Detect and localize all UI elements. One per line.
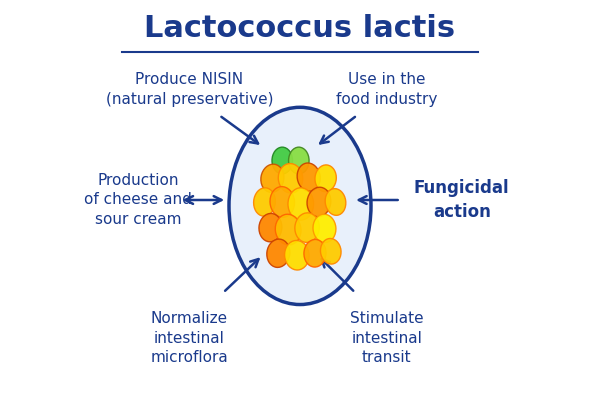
Text: Normalize
intestinal
microflora: Normalize intestinal microflora xyxy=(151,311,229,365)
Ellipse shape xyxy=(259,214,282,242)
Text: Production
of cheese and
sour cream: Production of cheese and sour cream xyxy=(85,173,192,227)
Text: Lactococcus lactis: Lactococcus lactis xyxy=(145,14,455,43)
Ellipse shape xyxy=(313,214,336,242)
Ellipse shape xyxy=(320,238,341,264)
Ellipse shape xyxy=(270,187,295,217)
Ellipse shape xyxy=(278,164,303,193)
Text: Stimulate
intestinal
transit: Stimulate intestinal transit xyxy=(350,311,424,365)
Ellipse shape xyxy=(325,189,346,215)
Ellipse shape xyxy=(307,187,331,217)
Text: Use in the
food industry: Use in the food industry xyxy=(336,72,437,107)
Ellipse shape xyxy=(289,147,309,174)
Text: Produce NISIN
(natural preservative): Produce NISIN (natural preservative) xyxy=(106,72,274,107)
Ellipse shape xyxy=(288,188,314,220)
Ellipse shape xyxy=(304,240,326,267)
Ellipse shape xyxy=(254,188,275,216)
Ellipse shape xyxy=(229,107,371,304)
Ellipse shape xyxy=(275,214,301,245)
Ellipse shape xyxy=(297,163,320,191)
Ellipse shape xyxy=(315,165,337,192)
Ellipse shape xyxy=(261,164,284,192)
Ellipse shape xyxy=(295,213,319,242)
Ellipse shape xyxy=(272,147,293,174)
Ellipse shape xyxy=(284,240,309,270)
Ellipse shape xyxy=(267,239,290,268)
Text: Fungicidal
action: Fungicidal action xyxy=(414,179,509,221)
